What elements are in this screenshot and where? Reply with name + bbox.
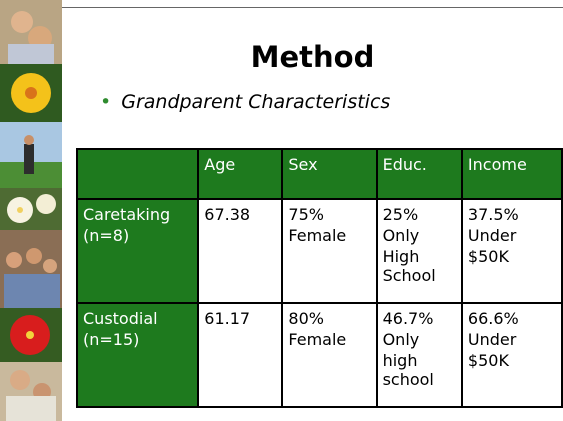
table-row: Caretaking (n=8) 67.38 75% Female 25% Only High… — [75, 198, 563, 304]
table-cell: 66.6% Under $50K — [460, 302, 563, 408]
row-label: Custodial (n=15) — [75, 302, 200, 408]
photo-grandparent — [0, 362, 62, 421]
cell-line: Female — [288, 330, 347, 349]
photo-group — [0, 230, 62, 308]
header-cell: Sex — [281, 148, 378, 200]
row-label: Caretaking (n=8) — [75, 198, 200, 304]
cell-line: Only — [382, 226, 420, 245]
bullet-text: Grandparent Characteristics — [121, 91, 391, 113]
bullet: • Grandparent Characteristics — [100, 91, 390, 113]
cell-line: 80% — [288, 309, 324, 328]
slide-title: Method — [250, 40, 375, 74]
header-cell: Educ. — [375, 148, 463, 200]
cell-line: Female — [288, 226, 347, 245]
cell-line: School — [382, 266, 436, 285]
photo-flower — [0, 64, 62, 122]
cell-line: (n=15) — [83, 330, 140, 349]
table-cell: 61.17 — [197, 302, 284, 408]
cell-line: 61.17 — [204, 309, 251, 328]
cell-line: $50K — [467, 247, 509, 266]
cell-line: Only — [382, 330, 420, 349]
cell-line: Under — [467, 330, 517, 349]
header-cell — [75, 148, 200, 200]
cell-line: Custodial — [83, 309, 158, 328]
header-cell: Age — [197, 148, 284, 200]
table-cell: 37.5% Under $50K — [460, 198, 563, 304]
table: Age Sex Educ. Income Caretaking (n=8) 67.38 75%… — [75, 148, 563, 408]
photo-family — [0, 0, 62, 64]
cell-line: (n=8) — [83, 226, 130, 245]
table-cell: 25% Only High School — [375, 198, 463, 304]
table-cell: 46.7% Only high school — [375, 302, 463, 408]
table-cell: 75% Female — [281, 198, 378, 304]
header-row: Age Sex Educ. Income — [75, 148, 563, 200]
cell-line: 75% — [288, 205, 324, 224]
cell-line: school — [382, 370, 434, 389]
cell-line: 67.38 — [204, 205, 251, 224]
cell-line: $50K — [467, 351, 509, 370]
cell-line: 25% — [382, 205, 419, 224]
cell-line: 46.7% — [382, 309, 434, 328]
photo-hibiscus — [0, 308, 62, 362]
photo-plumeria — [0, 188, 62, 230]
cell-line: 37.5% — [467, 205, 519, 224]
cell-line: High — [382, 247, 420, 266]
header-cell: Income — [460, 148, 563, 200]
top-rule — [62, 7, 563, 8]
table-cell: 80% Female — [281, 302, 378, 408]
cell-line: 66.6% — [467, 309, 519, 328]
cell-line: high — [382, 351, 418, 370]
table-cell: 67.38 — [197, 198, 284, 304]
table-row: Custodial (n=15) 61.17 80% Female 46.7% Only hi… — [75, 302, 563, 408]
cell-line: Caretaking — [83, 205, 171, 224]
cell-line: Under — [467, 226, 517, 245]
bullet-dot: • — [100, 91, 112, 113]
photo-park — [0, 122, 62, 188]
